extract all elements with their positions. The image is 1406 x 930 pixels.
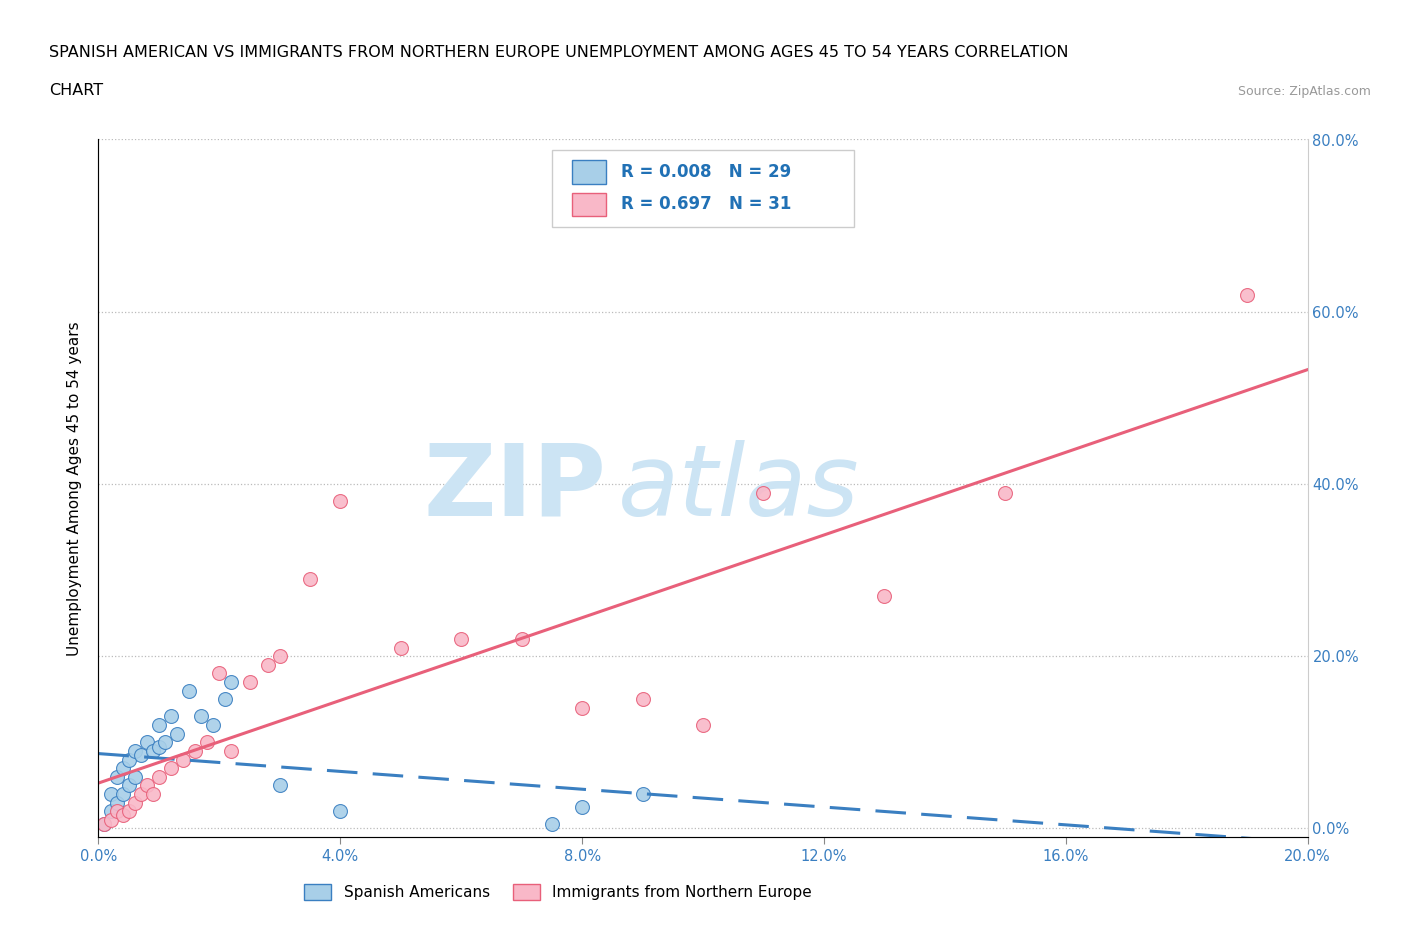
Point	[195, 735, 218, 750]
Text: R = 0.008   N = 29: R = 0.008 N = 29	[621, 164, 792, 181]
Point	[118, 777, 141, 792]
Text: Source: ZipAtlas.com: Source: ZipAtlas.com	[1237, 85, 1371, 98]
Point	[124, 743, 146, 758]
Y-axis label: Unemployment Among Ages 45 to 54 years: Unemployment Among Ages 45 to 54 years	[67, 321, 83, 656]
Point	[105, 804, 128, 818]
Point	[269, 777, 291, 792]
Point	[179, 684, 201, 698]
Point	[148, 739, 170, 754]
Point	[1236, 287, 1258, 302]
Point	[202, 718, 225, 733]
Point	[111, 761, 134, 776]
Point	[124, 769, 146, 784]
Point	[221, 743, 243, 758]
Point	[135, 735, 157, 750]
Point	[105, 769, 128, 784]
Point	[124, 795, 146, 810]
Point	[160, 761, 183, 776]
Point	[118, 752, 141, 767]
Point	[148, 718, 170, 733]
Point	[129, 748, 152, 763]
Point	[100, 804, 122, 818]
Text: SPANISH AMERICAN VS IMMIGRANTS FROM NORTHERN EUROPE UNEMPLOYMENT AMONG AGES 45 T: SPANISH AMERICAN VS IMMIGRANTS FROM NORT…	[49, 46, 1069, 60]
Point	[299, 571, 322, 586]
Point	[256, 658, 278, 672]
Text: atlas: atlas	[619, 440, 860, 537]
Legend: Spanish Americans, Immigrants from Northern Europe: Spanish Americans, Immigrants from North…	[298, 878, 818, 906]
Point	[153, 735, 176, 750]
Point	[118, 804, 141, 818]
Point	[160, 709, 183, 724]
Text: CHART: CHART	[49, 83, 103, 98]
Point	[190, 709, 212, 724]
Text: ZIP: ZIP	[423, 440, 606, 537]
Point	[329, 494, 352, 509]
Point	[571, 700, 593, 715]
Point	[105, 795, 128, 810]
Point	[135, 777, 157, 792]
Point	[540, 817, 562, 831]
Point	[692, 718, 714, 733]
FancyBboxPatch shape	[553, 150, 855, 227]
Point	[389, 640, 412, 655]
Point	[142, 787, 165, 802]
Point	[329, 804, 352, 818]
Text: R = 0.697   N = 31: R = 0.697 N = 31	[621, 195, 792, 213]
Point	[571, 800, 593, 815]
Point	[510, 631, 533, 646]
Point	[142, 743, 165, 758]
Point	[752, 485, 775, 500]
Point	[269, 649, 291, 664]
Point	[631, 787, 654, 802]
Point	[172, 752, 194, 767]
Bar	[572, 193, 606, 217]
Point	[148, 769, 170, 784]
Point	[100, 812, 122, 827]
Point	[873, 589, 896, 604]
Point	[450, 631, 472, 646]
Point	[166, 726, 188, 741]
Point	[214, 692, 236, 707]
Point	[208, 666, 231, 681]
Point	[93, 817, 115, 831]
Point	[239, 674, 262, 689]
Point	[631, 692, 654, 707]
Point	[184, 743, 207, 758]
Point	[994, 485, 1017, 500]
Point	[111, 808, 134, 823]
Point	[93, 817, 115, 831]
Point	[221, 674, 243, 689]
Point	[129, 787, 152, 802]
Point	[100, 787, 122, 802]
Bar	[572, 160, 606, 184]
Point	[111, 787, 134, 802]
